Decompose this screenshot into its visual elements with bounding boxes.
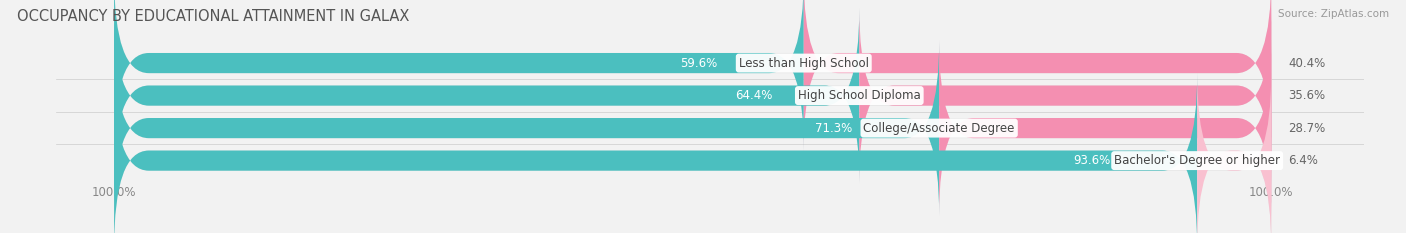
FancyBboxPatch shape — [859, 8, 1271, 183]
FancyBboxPatch shape — [114, 0, 804, 151]
Text: 64.4%: 64.4% — [735, 89, 772, 102]
Text: Bachelor's Degree or higher: Bachelor's Degree or higher — [1114, 154, 1281, 167]
Text: 6.4%: 6.4% — [1289, 154, 1319, 167]
Text: Source: ZipAtlas.com: Source: ZipAtlas.com — [1278, 9, 1389, 19]
Text: 59.6%: 59.6% — [679, 57, 717, 70]
Text: OCCUPANCY BY EDUCATIONAL ATTAINMENT IN GALAX: OCCUPANCY BY EDUCATIONAL ATTAINMENT IN G… — [17, 9, 409, 24]
Text: 28.7%: 28.7% — [1289, 122, 1326, 135]
FancyBboxPatch shape — [114, 8, 859, 183]
FancyBboxPatch shape — [114, 73, 1197, 233]
Text: High School Diploma: High School Diploma — [799, 89, 921, 102]
Text: 40.4%: 40.4% — [1289, 57, 1326, 70]
FancyBboxPatch shape — [114, 73, 1271, 233]
FancyBboxPatch shape — [939, 41, 1271, 216]
Text: Less than High School: Less than High School — [738, 57, 869, 70]
FancyBboxPatch shape — [804, 0, 1271, 151]
Text: 35.6%: 35.6% — [1289, 89, 1326, 102]
FancyBboxPatch shape — [114, 41, 1271, 216]
FancyBboxPatch shape — [1197, 73, 1271, 233]
Text: College/Associate Degree: College/Associate Degree — [863, 122, 1015, 135]
FancyBboxPatch shape — [114, 8, 1271, 183]
FancyBboxPatch shape — [114, 41, 939, 216]
FancyBboxPatch shape — [114, 0, 1271, 151]
Text: 93.6%: 93.6% — [1073, 154, 1111, 167]
Text: 71.3%: 71.3% — [815, 122, 852, 135]
